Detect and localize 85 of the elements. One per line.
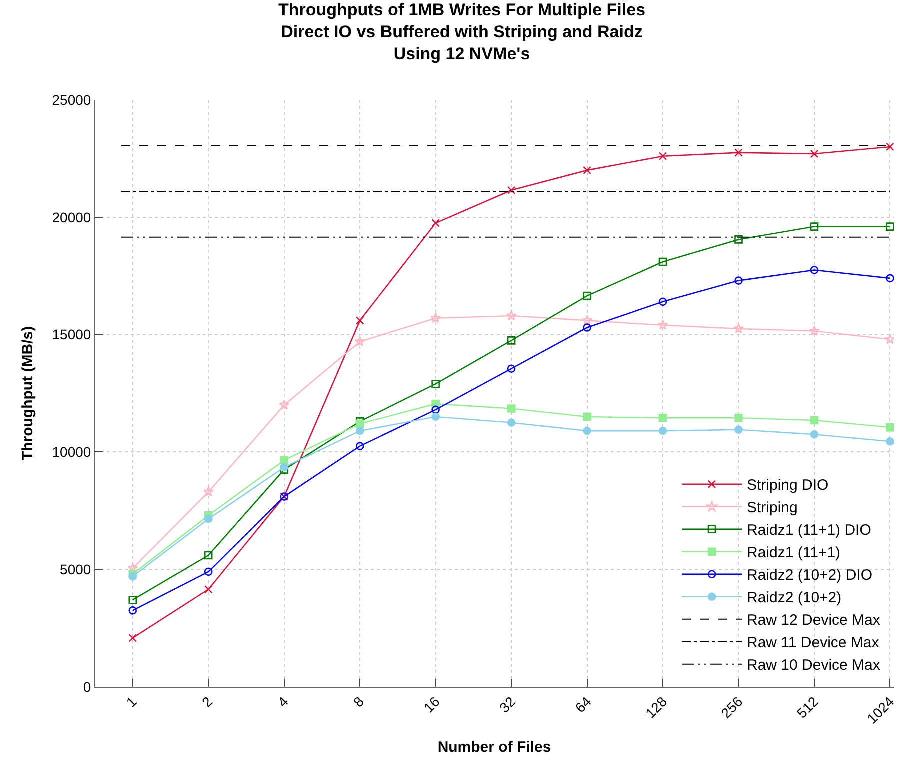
point [734,236,743,244]
point [583,426,592,436]
x-tick-label: 64 [572,693,594,716]
x-tick-label: 2 [198,693,216,710]
point [356,442,364,450]
point [507,418,516,427]
point [734,148,743,157]
point [810,150,819,158]
point [658,258,668,266]
point [734,276,743,285]
point [204,551,213,560]
point [658,320,668,330]
point [583,412,592,422]
point [279,400,290,410]
chart-title: Throughputs of 1MB Writes For Multiple Files Direct IO vs Buffered with Striping and Raidz Using 12 NVMe's [278,0,646,64]
point [583,324,592,332]
point [886,142,894,152]
point [432,412,440,422]
legend-label: Raw 11 Device Max [747,634,880,652]
point [203,486,214,497]
point [733,323,744,334]
x-tick-label: 512 [794,693,822,722]
point [734,414,743,422]
x-axis-title: Number of Files [438,738,552,756]
point [810,266,819,274]
legend-label: Raidz1 (11+1) DIO [747,522,872,540]
y-tick-label: 20000 [52,209,92,226]
point [658,426,668,436]
point [658,152,668,160]
point [432,219,440,228]
legend-label: Raidz2 (10+2) [747,590,842,607]
y-axis-title: Throughput (MB/s) [20,326,37,461]
point [583,166,592,175]
point [658,298,668,306]
y-tick-label: 25000 [52,92,92,108]
point [582,315,593,326]
point [356,426,364,436]
x-tick-label: 32 [496,693,519,716]
point [886,222,894,231]
point [128,606,138,615]
legend-label: Raidz1 (11+1) [747,544,841,562]
legend-label: Striping DIO [747,477,829,494]
legend-label: Raidz2 (10+2) DIO [747,567,872,584]
point [432,380,440,388]
point [886,274,894,283]
y-tick-label: 5000 [60,562,92,578]
point [507,364,516,373]
point [886,423,894,432]
point [280,463,288,472]
point [810,416,819,425]
legend-label: Raw 10 Device Max [747,657,881,674]
point [886,437,894,446]
x-tick-label: 128 [642,693,670,722]
legend-label: Raw 12 Device Max [747,612,881,630]
point [204,568,213,576]
point [809,326,820,336]
point [810,430,819,439]
point [354,336,366,346]
point [507,186,516,195]
point [128,634,138,642]
point [430,312,442,323]
x-tick-label: 1 [123,693,140,710]
y-tick-label: 10000 [52,444,92,460]
point [432,406,440,414]
point [204,585,213,594]
point [884,334,894,344]
legend-label: Striping [747,500,798,517]
x-tick-label: 16 [420,693,444,716]
y-tick-label: 0 [83,678,92,695]
point [356,316,364,325]
point [506,310,517,321]
point [734,426,743,434]
x-tick-label: 256 [718,693,746,722]
point [658,414,668,422]
point [507,336,516,345]
x-tick-label: 4 [274,693,292,710]
point [810,222,819,231]
point [507,404,516,413]
x-tick-label: 8 [350,693,368,710]
y-tick-label: 15000 [52,326,92,343]
point [128,572,138,581]
point [204,514,213,524]
point [280,456,288,465]
point [583,292,592,300]
point [128,596,138,604]
